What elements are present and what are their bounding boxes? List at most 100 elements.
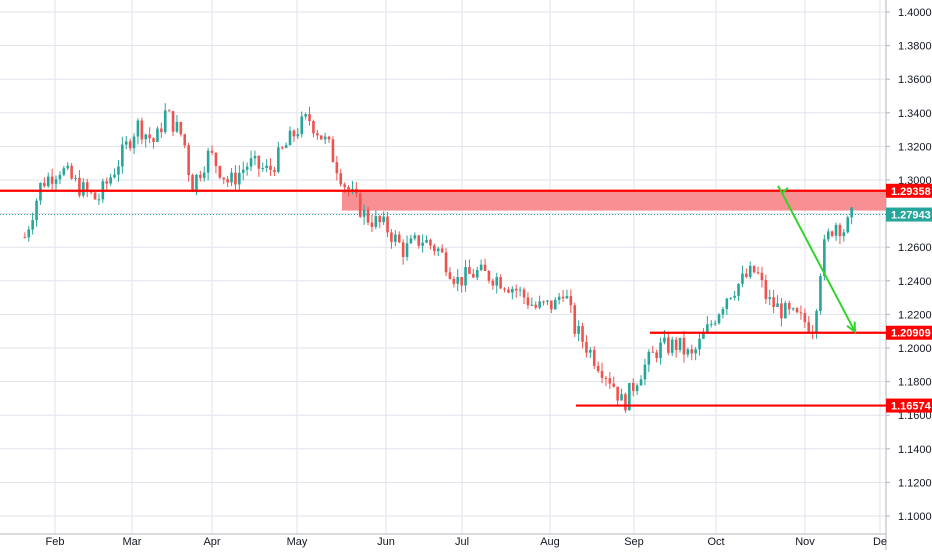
candle-body [245, 166, 249, 170]
candle-body [460, 277, 463, 286]
candle-body [589, 350, 592, 353]
candle-body [495, 277, 499, 286]
candle-body [97, 199, 101, 201]
x-tick-label: Feb [46, 536, 65, 548]
candle-body [569, 296, 573, 306]
y-tick-label: 1.36000 [898, 74, 932, 86]
candle-body [823, 239, 826, 277]
x-tick-label: Aug [540, 536, 560, 548]
candle-body [265, 165, 268, 168]
candle-body [826, 231, 830, 240]
candle-body [386, 216, 389, 233]
price-tag-resistance-bg [886, 183, 932, 198]
candle-body [366, 209, 370, 223]
y-tick-label: 1.32000 [898, 141, 932, 153]
y-tick-label: 1.20000 [898, 343, 932, 355]
candle-body [596, 365, 600, 372]
candle-body [85, 182, 89, 191]
candle-body [846, 217, 850, 233]
candle-body [413, 235, 417, 239]
candle-body [436, 248, 440, 252]
candle-body [830, 231, 834, 236]
candle-body [417, 235, 421, 246]
candle-body [327, 136, 331, 140]
candle-body [66, 165, 70, 169]
candle-body [183, 134, 187, 146]
y-tick-label: 1.10000 [898, 511, 932, 523]
candle-body [745, 273, 748, 277]
candle-body [378, 216, 382, 223]
candle-body [815, 310, 818, 334]
candle-body [784, 303, 787, 319]
candle-body [31, 220, 34, 230]
candle-body [54, 179, 58, 184]
candle-body [674, 339, 678, 350]
candle-body [772, 297, 775, 308]
candle-body [456, 277, 460, 284]
candle-body [834, 224, 838, 236]
candle-body [670, 339, 674, 353]
candle-body [43, 182, 46, 187]
x-tick-label: Oct [707, 536, 724, 548]
candle-body [277, 147, 280, 173]
candle-body [171, 111, 175, 132]
candle-body [760, 272, 764, 281]
candle-body [472, 273, 475, 278]
candle-body [717, 314, 721, 324]
candle-body [639, 379, 643, 386]
candle-body [682, 337, 686, 355]
candle-body [842, 232, 846, 237]
candle-body [214, 152, 218, 167]
candle-body [132, 136, 136, 149]
candle-body [152, 138, 155, 142]
candle-body [819, 276, 822, 311]
price-tag-support-2-bg [886, 398, 932, 413]
candle-body [491, 280, 495, 286]
forecast-arrow-head [846, 321, 857, 334]
candle-body [526, 297, 530, 306]
candle-body [335, 162, 339, 174]
candle-body [292, 130, 296, 137]
candle-body [464, 267, 467, 286]
candle-body [561, 296, 565, 299]
candle-body [787, 303, 791, 310]
candle-body [206, 150, 210, 173]
candle-body [382, 216, 385, 223]
candle-body [850, 207, 853, 218]
candle-body [234, 172, 237, 185]
candle-body [222, 177, 226, 180]
candle-body [144, 134, 148, 140]
candle-body [374, 216, 378, 227]
candle-body [156, 128, 159, 142]
x-tick-label: Sep [624, 536, 644, 548]
candle-body [179, 122, 183, 135]
candle-body [230, 172, 233, 183]
candle-body [768, 297, 772, 300]
candle-body [624, 394, 627, 411]
candle-body [140, 120, 144, 140]
candle-body [620, 394, 623, 401]
candle-body [550, 300, 553, 310]
candle-body [604, 377, 608, 379]
y-tick-label: 1.38000 [898, 41, 932, 53]
candle-body [530, 304, 534, 306]
candle-body [667, 337, 670, 353]
candle-body [136, 120, 140, 137]
x-tick-label: Nov [795, 536, 815, 548]
candle-body [534, 304, 538, 308]
candle-body [316, 133, 319, 136]
candle-body [300, 116, 304, 135]
candle-body [304, 114, 307, 117]
y-tick-label: 1.40000 [898, 7, 932, 19]
candle-body [725, 298, 729, 310]
candle-body [191, 175, 194, 192]
candle-body [565, 296, 569, 299]
candle-body [429, 239, 432, 246]
candle-body [752, 265, 756, 273]
candle-body [362, 209, 366, 217]
candle-body [776, 303, 779, 308]
candle-body [733, 295, 736, 298]
candle-body [109, 177, 112, 184]
